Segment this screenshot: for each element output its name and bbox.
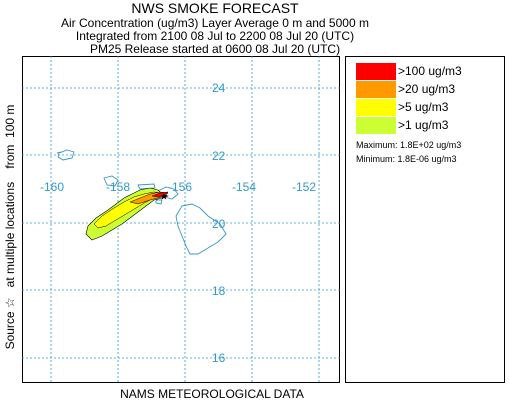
kauai-island-coastline	[56, 151, 63, 154]
oahu-island-coastline	[103, 175, 119, 187]
legend-label: >20 ug/m3	[398, 82, 456, 96]
smoke-plume	[85, 187, 169, 241]
legend-swatch	[356, 81, 396, 98]
legend-label: >1 ug/m3	[398, 118, 449, 132]
big-island-coastline	[175, 203, 227, 255]
lat-label: 16	[212, 351, 226, 365]
lat-label: 24	[212, 81, 226, 95]
map-panel: 24 22 20 18 16 -160 -158 -156 -154 -152	[22, 56, 340, 383]
lat-label: 20	[212, 217, 226, 231]
lon-label: -154	[232, 180, 256, 194]
legend-panel: >100 ug/m3 >20 ug/m3 >5 ug/m3 >1 ug/m3 M…	[345, 56, 505, 383]
kahoolawe-island-coastline	[155, 199, 163, 205]
lon-label: -160	[40, 180, 64, 194]
release-line: PM25 Release started at 0600 08 Jul 20 (…	[89, 42, 341, 56]
graticule	[22, 56, 340, 383]
source-axis-label: Source ☆ at multiple locations from 100 …	[3, 104, 17, 350]
lat-label: 22	[212, 149, 226, 163]
lat-label: 18	[212, 284, 226, 298]
lon-label: -156	[168, 180, 192, 194]
legend-label: >100 ug/m3	[398, 64, 462, 78]
niihau-island-coastline	[57, 149, 75, 161]
lon-label: -158	[106, 180, 130, 194]
molokai-island-coastline	[137, 183, 156, 190]
legend-label: >5 ug/m3	[398, 100, 449, 114]
source-star-icon	[160, 193, 168, 200]
legend-swatch	[356, 117, 396, 134]
data-source-label: NAMS METEOROLOGICAL DATA	[120, 387, 304, 401]
minimum-value: Minimum: 1.8E-06 ug/m3	[356, 154, 457, 164]
integration-line: Integrated from 2100 08 Jul to 2200 08 J…	[75, 29, 355, 43]
legend-swatch	[356, 99, 396, 116]
maximum-value: Maximum: 1.8E+02 ug/m3	[356, 140, 462, 150]
forecast-title: NWS SMOKE FORECAST	[131, 0, 299, 16]
concentration-line: Air Concentration (ug/m3) Layer Average …	[61, 16, 369, 30]
legend-swatch	[356, 63, 396, 80]
lon-label: -152	[292, 180, 316, 194]
